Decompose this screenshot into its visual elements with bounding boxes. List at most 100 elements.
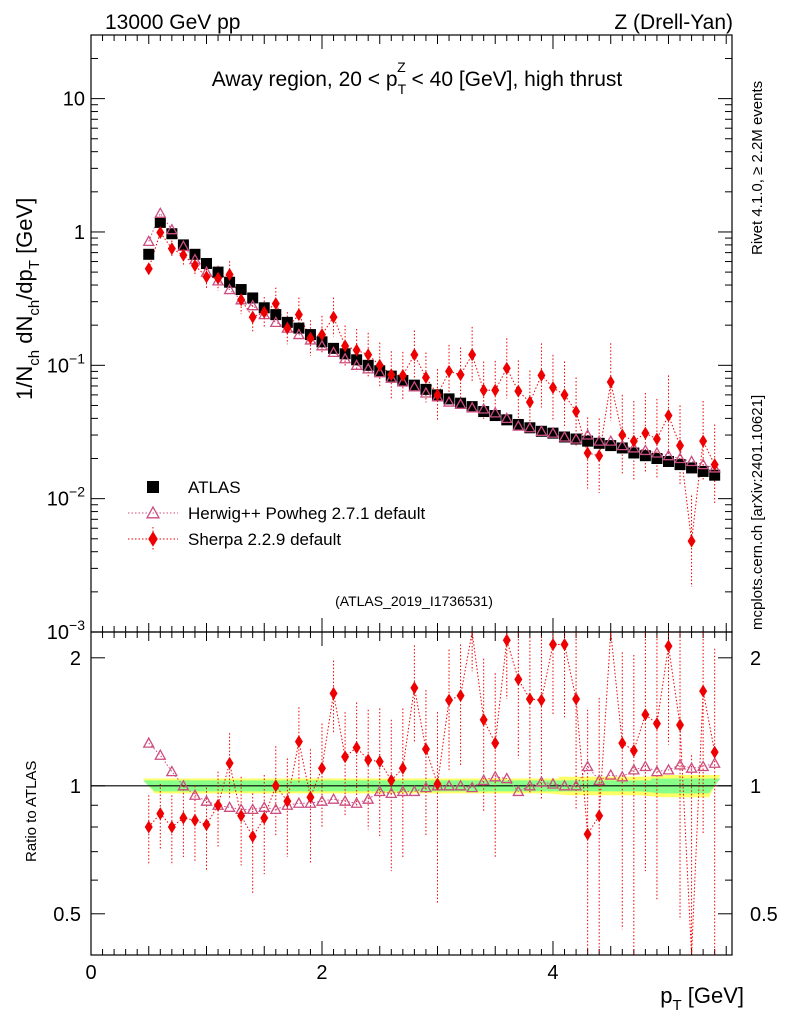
sherpa-point [283, 321, 292, 335]
atlas-point [709, 469, 721, 481]
ratio-sherpa-point [144, 820, 153, 834]
atlas-point [235, 284, 247, 296]
ratio-herwig-point [142, 736, 155, 748]
sherpa-point [156, 226, 165, 240]
atlas-point [293, 322, 305, 334]
ratio-herwig-point [373, 785, 386, 797]
ratio-sherpa-point [410, 681, 419, 695]
ratio-herwig-point [523, 779, 536, 791]
atlas-point [420, 383, 432, 395]
herwig-point [338, 352, 352, 364]
herwig-point [593, 434, 606, 446]
ratio-herwig-point [269, 803, 282, 815]
legend-label: Herwig++ Powheg 2.7.1 default [188, 504, 425, 523]
sherpa-point [699, 434, 708, 448]
herwig-point [673, 452, 687, 464]
ratio-herwig-point [442, 779, 456, 791]
main-panel: Away region, 20 < pTZ < 40 [GeV], high t… [12, 34, 733, 644]
ratio-sherpa-point [456, 689, 465, 703]
ratio-herwig-point [281, 798, 294, 810]
atlas-point [466, 401, 478, 413]
atlas-point [143, 248, 155, 260]
ratio-herwig-point [697, 760, 710, 772]
ratio-sherpa-point [421, 742, 430, 756]
ratio-sherpa-point [502, 633, 511, 647]
sherpa-point [456, 368, 465, 382]
ratio-sherpa-point [329, 686, 338, 700]
legend-label: Sherpa 2.2.9 default [188, 530, 341, 549]
herwig-point [708, 461, 721, 473]
sherpa-point [317, 328, 326, 342]
sherpa-point [502, 361, 511, 375]
ratio-herwig-point [662, 763, 675, 775]
atlas-point [593, 437, 605, 449]
sherpa-point [294, 308, 303, 322]
ratio-sherpa-point [641, 708, 650, 722]
sherpa-point [248, 310, 257, 324]
atlas-point [697, 465, 709, 477]
atlas-point [662, 455, 674, 467]
ratio-herwig-line [148, 742, 715, 810]
ratio-herwig-point [650, 765, 664, 777]
herwig-point [523, 421, 536, 433]
sherpa-point [491, 383, 500, 397]
sherpa-point [329, 310, 338, 324]
main-title: Away region, 20 < pTZ < 40 [GeV], high t… [212, 59, 623, 97]
ratio-sherpa-point [283, 794, 292, 808]
sherpa-point [144, 262, 153, 276]
ratio-herwig-point [708, 756, 721, 768]
ratio-herwig-point [454, 779, 467, 791]
ratio-sherpa-point [664, 639, 673, 653]
herwig-point [500, 412, 513, 424]
sherpa-point [606, 375, 615, 389]
sherpa-point [479, 383, 488, 397]
ratio-sherpa-point [294, 735, 303, 749]
sherpa-point [237, 293, 246, 307]
sherpa-point [190, 259, 199, 273]
sherpa-point [410, 348, 419, 362]
sherpa-point [271, 297, 280, 311]
ratio-herwig-point [385, 787, 398, 798]
ratio-sherpa-point [341, 750, 350, 764]
atlas-point [651, 453, 663, 465]
ratio-herwig-point [616, 770, 629, 782]
atlas-point [501, 414, 513, 426]
ratio-y-tick-label-right: 1 [750, 776, 761, 798]
sherpa-point [341, 339, 350, 353]
ratio-y-tick-label-right: 0.5 [750, 904, 778, 926]
sherpa-point [641, 426, 650, 440]
ratio-herwig-point [419, 781, 433, 793]
sherpa-point [595, 449, 604, 463]
ratio-sherpa-point [525, 692, 534, 706]
ratio-y-tick-label: 1 [70, 776, 81, 798]
herwig-point [546, 426, 560, 438]
herwig-point [165, 223, 178, 235]
x-tick-label: 0 [85, 962, 96, 984]
herwig-point [223, 283, 236, 295]
ratio-sherpa-point [560, 637, 569, 651]
ratio-sherpa-point [317, 761, 326, 775]
ratio-sherpa-point [306, 790, 315, 804]
ratio-herwig-point [639, 760, 652, 772]
atlas-point [639, 450, 651, 462]
ratio-sherpa-point [156, 807, 165, 821]
atlas-point [200, 258, 212, 270]
ratio-herwig-point [512, 785, 525, 797]
ratio-herwig-point [546, 777, 560, 789]
sherpa-point [618, 428, 627, 442]
ratio-herwig-point [327, 792, 340, 804]
rivet-info: Rivet 4.1.0, ≥ 2.2M events [749, 81, 766, 255]
ratio-herwig-point [581, 760, 594, 772]
ratio-sherpa-point [583, 827, 592, 841]
sherpa-point [468, 348, 477, 362]
atlas-point [616, 442, 628, 454]
herwig-point [315, 339, 329, 351]
x-tick-label: 4 [547, 962, 558, 984]
atlas-point [224, 276, 236, 288]
herwig-point [327, 346, 340, 358]
ratio-sherpa-point [375, 755, 384, 769]
ratio-sherpa-point [514, 672, 523, 686]
herwig-point [512, 419, 525, 431]
y-tick-label: 10−2 [47, 484, 85, 511]
